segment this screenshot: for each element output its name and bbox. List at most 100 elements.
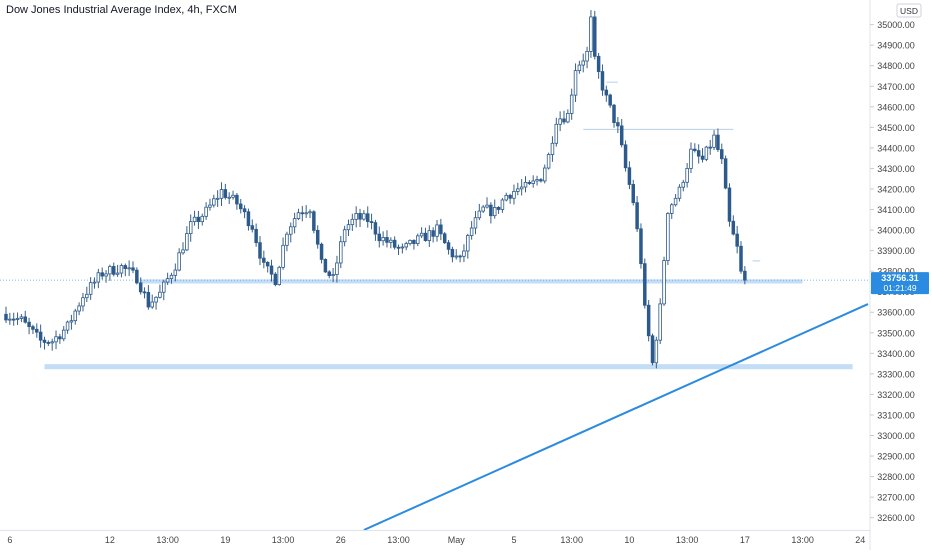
candle	[566, 113, 570, 123]
candle	[681, 181, 686, 188]
candle	[231, 194, 235, 198]
candle	[308, 211, 312, 214]
candle	[246, 211, 251, 227]
candle	[543, 167, 547, 182]
candle	[658, 303, 662, 341]
candle	[42, 339, 47, 343]
candle	[104, 273, 108, 277]
candle	[115, 272, 120, 275]
candle	[323, 259, 328, 273]
candle	[339, 241, 343, 264]
y-tick-label: 32800.00	[877, 472, 915, 482]
candle	[58, 336, 62, 340]
candle	[254, 228, 258, 244]
candle	[562, 118, 566, 123]
candle	[731, 220, 736, 235]
candle	[69, 320, 74, 323]
candle	[535, 179, 539, 182]
candle	[177, 252, 181, 271]
y-tick-label: 34700.00	[877, 82, 915, 92]
x-tick-label: 13:00	[791, 535, 814, 545]
y-tick-label: 34800.00	[877, 61, 915, 71]
x-tick-label: 5	[511, 535, 516, 545]
candle	[331, 274, 335, 276]
currency-label: USD	[900, 6, 918, 16]
candle	[262, 257, 266, 263]
candle	[669, 204, 674, 214]
candle	[577, 64, 582, 72]
candle	[454, 255, 458, 258]
candle	[150, 301, 154, 308]
candle	[485, 204, 489, 208]
candle	[558, 118, 562, 125]
candle	[296, 212, 301, 220]
candle	[85, 293, 89, 299]
candle	[739, 245, 743, 272]
candle	[285, 233, 289, 246]
candle	[142, 291, 147, 294]
x-tick-label: 24	[855, 535, 865, 545]
candle	[81, 297, 85, 307]
candle	[235, 194, 239, 205]
candle	[489, 204, 493, 217]
y-tick-label: 34900.00	[877, 41, 915, 51]
candle	[412, 239, 416, 244]
x-tick-label: 13:00	[560, 535, 583, 545]
candle	[100, 272, 104, 277]
candle	[65, 321, 70, 331]
candle	[8, 318, 12, 321]
candle	[523, 182, 528, 188]
candle	[269, 265, 274, 275]
candle	[573, 70, 578, 96]
y-tick-label: 32700.00	[877, 493, 915, 503]
candle	[23, 316, 27, 323]
candle	[131, 267, 135, 271]
candle	[512, 191, 516, 199]
candle	[423, 232, 428, 241]
candle	[169, 274, 174, 280]
candle	[11, 318, 16, 321]
candle	[712, 134, 716, 148]
candle	[185, 233, 189, 251]
candle	[92, 281, 97, 284]
y-tick-label: 34200.00	[877, 184, 915, 194]
candle	[635, 202, 639, 230]
candle	[119, 265, 124, 274]
price-axis[interactable]: 32600.00 32700.00 32800.00 32900.00 33000.00…	[869, 0, 922, 550]
candle	[96, 272, 101, 283]
candle	[716, 134, 720, 150]
candle	[154, 296, 158, 303]
candle	[135, 269, 139, 284]
candle	[304, 212, 308, 215]
candle	[627, 167, 632, 185]
x-tick-label: 13:00	[387, 535, 410, 545]
time-axis[interactable]: 6 12 13:00 19 13:00 26 13:00 May 5 13:00 10 13:00 17…	[0, 530, 870, 546]
x-tick-label: 26	[336, 535, 346, 545]
candle	[335, 262, 339, 275]
candle	[427, 230, 432, 241]
candle	[639, 228, 643, 265]
candle	[392, 239, 397, 248]
candle	[646, 304, 651, 337]
candle	[696, 150, 701, 157]
candle	[342, 229, 347, 243]
candle	[362, 213, 366, 220]
price-tag-value: 33756.31	[881, 273, 919, 283]
candle	[327, 271, 331, 276]
candle	[608, 94, 612, 106]
candle	[612, 104, 616, 123]
candle	[108, 266, 112, 275]
candle	[215, 197, 220, 200]
y-tick-label: 33100.00	[877, 410, 915, 420]
x-tick-label: 10	[624, 535, 634, 545]
candle	[554, 123, 559, 144]
x-tick-label: 19	[220, 535, 230, 545]
candle	[689, 148, 693, 169]
candle	[165, 278, 170, 283]
support-zone	[140, 279, 803, 284]
candle	[673, 197, 678, 206]
